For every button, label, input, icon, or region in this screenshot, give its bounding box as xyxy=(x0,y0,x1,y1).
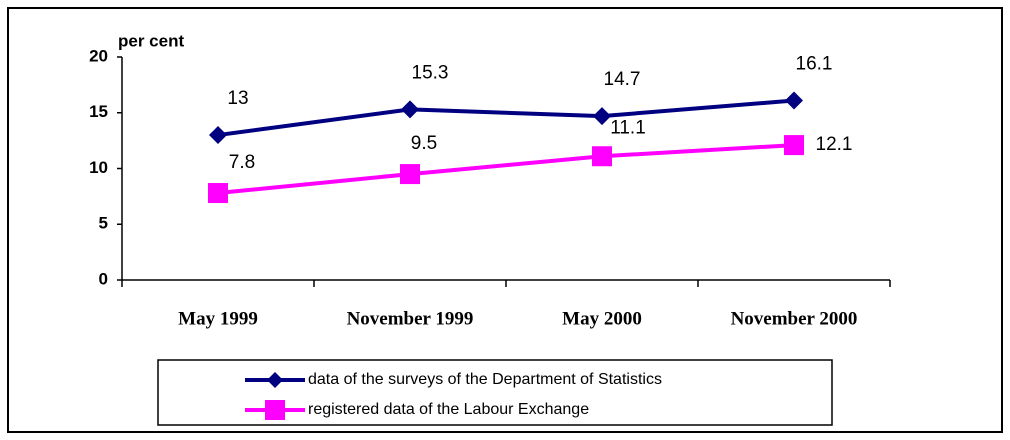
chart-border xyxy=(7,7,1003,433)
data-label: 16.1 xyxy=(796,54,833,75)
marker xyxy=(401,100,419,119)
y-tick-label: 5 xyxy=(99,214,108,233)
data-label: 15.3 xyxy=(412,62,449,83)
x-tick-label: November 2000 xyxy=(731,308,858,329)
x-tick-label: November 1999 xyxy=(347,308,474,329)
series-line xyxy=(217,143,795,196)
legend-label: data of the surveys of the Department of… xyxy=(308,371,662,388)
legend-box xyxy=(157,359,833,426)
legend-label: registered data of the Labour Exchange xyxy=(308,401,589,418)
data-label: 14.7 xyxy=(604,69,641,90)
data-label: 11.1 xyxy=(610,117,646,138)
data-label: 9.5 xyxy=(411,133,437,154)
marker xyxy=(784,135,804,156)
y-axis-label: per cent xyxy=(118,31,184,50)
series-line xyxy=(217,98,795,138)
data-label: 12.1 xyxy=(816,134,853,155)
marker xyxy=(208,183,228,204)
y-tick-label: 20 xyxy=(89,46,108,65)
y-tick-label: 15 xyxy=(89,102,108,121)
marker xyxy=(209,126,227,145)
x-tick-label: May 2000 xyxy=(562,308,642,329)
marker xyxy=(265,400,285,420)
marker xyxy=(592,146,612,167)
marker xyxy=(593,107,611,126)
marker xyxy=(267,372,283,388)
marker xyxy=(785,91,803,110)
marker xyxy=(400,164,420,185)
x-tick-label: May 1999 xyxy=(178,308,258,329)
data-label: 7.8 xyxy=(229,152,255,173)
y-tick-label: 0 xyxy=(99,269,108,288)
y-tick-label: 10 xyxy=(89,158,108,177)
data-label: 13 xyxy=(227,88,248,109)
